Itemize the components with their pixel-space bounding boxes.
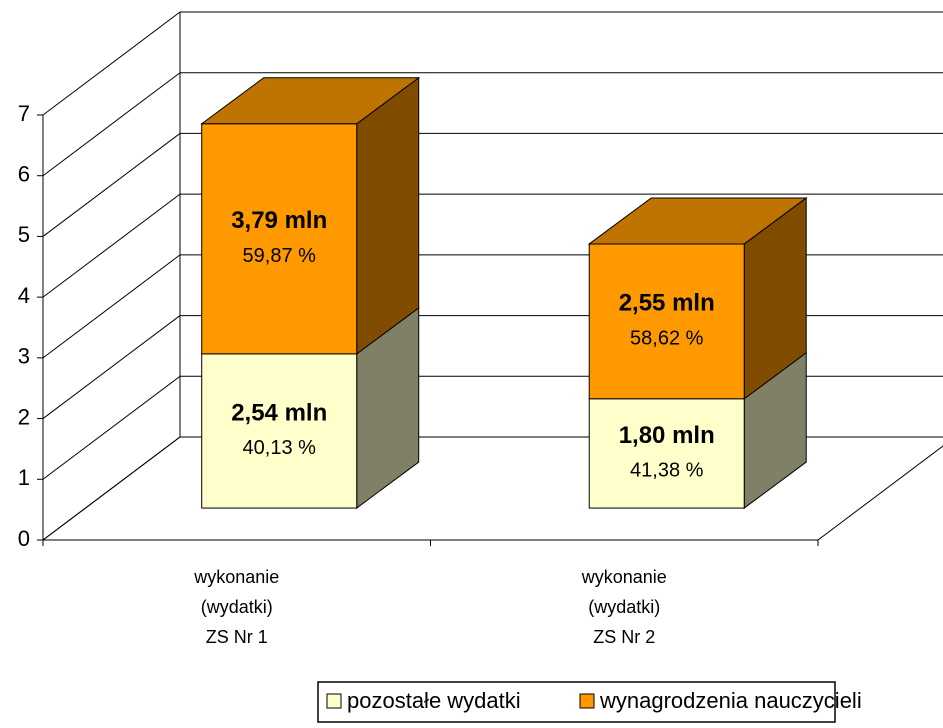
value-label: 1,80 mln: [619, 422, 715, 449]
bar-side: [356, 76, 420, 355]
y-tick-label: 1: [18, 465, 30, 490]
bar: [201, 123, 358, 355]
y-tick-label: 4: [18, 283, 30, 308]
value-label: 3,79 mln: [231, 207, 327, 234]
grid-line-side: [42, 375, 181, 480]
grid-line-side: [42, 11, 181, 116]
grid-line-side: [42, 133, 181, 237]
bar: [201, 353, 358, 509]
y-tick-label: 0: [18, 526, 30, 551]
value-label: 2,54 mln: [231, 399, 327, 426]
legend-box: [317, 681, 836, 723]
percent-label: 58,62 %: [630, 328, 704, 350]
percent-label: 59,87 %: [243, 245, 317, 267]
legend-marker: [579, 693, 595, 709]
y-tick-label: 7: [18, 101, 30, 126]
legend-label: pozostałe wydatki: [347, 688, 521, 713]
x-tick-label: wykonanie (wydatki) ZS Nr 2: [581, 567, 667, 647]
bar: [588, 398, 745, 509]
grid-line-side: [42, 193, 181, 298]
bar: [588, 243, 745, 400]
percent-label: 40,13 %: [243, 437, 317, 459]
bar-top: [587, 197, 808, 245]
y-tick-label: 3: [18, 344, 30, 369]
y-tick-label: 2: [18, 404, 30, 429]
grid-line-side: [42, 315, 181, 419]
y-tick-label: 5: [18, 222, 30, 247]
value-label: 2,55 mln: [619, 290, 715, 317]
x-tick-label: wykonanie (wydatki) ZS Nr 1: [193, 567, 279, 647]
percent-label: 41,38 %: [630, 460, 704, 482]
legend-marker: [326, 693, 342, 709]
y-tick-label: 6: [18, 162, 30, 187]
grid-line-side: [42, 72, 181, 177]
grid-line-side: [42, 436, 181, 541]
bar-top: [200, 77, 421, 125]
grid-line-side: [42, 254, 181, 359]
floor: [41, 436, 943, 541]
legend-label: wynagrodzenia nauczycieli: [599, 688, 862, 713]
